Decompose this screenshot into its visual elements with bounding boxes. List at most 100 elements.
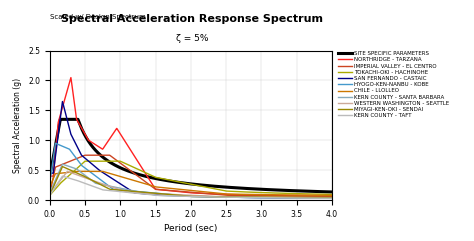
SITE SPECIFIC PARAMETERS (261, 188, 267, 191)
TOKACHI-OKI - HACHINOHE (211, 187, 217, 190)
Line: SITE SPECIFIC PARAMETERS: SITE SPECIFIC PARAMETERS (50, 119, 332, 192)
NORTHRIDGE - TARZANA (290, 194, 296, 197)
TOKACHI-OKI - HACHINOHE (290, 192, 296, 195)
Line: KERN COUNTY - SANTA BARBARA: KERN COUNTY - SANTA BARBARA (50, 164, 332, 198)
WESTERN WASHINGTON - SEATTLE (211, 195, 217, 198)
KERN COUNTY - SANTA BARBARA (211, 195, 217, 198)
IMPERIAL VALLEY - EL CENTRO (211, 193, 217, 196)
MIYAGI-KEN-OKI - SENDAI (290, 196, 296, 199)
WESTERN WASHINGTON - SEATTLE (47, 192, 53, 194)
MIYAGI-KEN-OKI - SENDAI (219, 195, 224, 198)
SAN FERNANDO - CASTAIC (261, 196, 267, 199)
IMPERIAL VALLEY - EL CENTRO (47, 189, 53, 192)
SAN FERNANDO - CASTAIC (290, 197, 296, 200)
SAN FERNANDO - CASTAIC (219, 195, 224, 198)
NORTHRIDGE - TARZANA (219, 193, 224, 196)
Line: MIYAGI-KEN-OKI - SENDAI: MIYAGI-KEN-OKI - SENDAI (50, 167, 332, 197)
NORTHRIDGE - TARZANA (47, 175, 53, 178)
HYOGO-KEN-NANBU - KOBE (219, 196, 224, 199)
Line: IMPERIAL VALLEY - EL CENTRO: IMPERIAL VALLEY - EL CENTRO (50, 155, 332, 196)
HYOGO-KEN-NANBU - KOBE (211, 195, 217, 198)
Text: ζ = 5%: ζ = 5% (176, 34, 208, 43)
IMPERIAL VALLEY - EL CENTRO (82, 154, 88, 157)
MIYAGI-KEN-OKI - SENDAI (329, 196, 335, 199)
Line: CHILE - LLOLLEO: CHILE - LLOLLEO (50, 171, 332, 195)
KERN COUNTY - TAFT (290, 196, 296, 199)
KERN COUNTY - TAFT (329, 197, 335, 200)
NORTHRIDGE - TARZANA (227, 193, 233, 196)
Line: TOKACHI-OKI - HACHINOHE: TOKACHI-OKI - HACHINOHE (50, 161, 332, 194)
CHILE - LLOLLEO (261, 193, 267, 196)
IMPERIAL VALLEY - EL CENTRO (290, 194, 296, 197)
CHILE - LLOLLEO (329, 194, 335, 197)
KERN COUNTY - SANTA BARBARA (227, 196, 233, 199)
TOKACHI-OKI - HACHINOHE (227, 190, 233, 193)
Line: WESTERN WASHINGTON - SEATTLE: WESTERN WASHINGTON - SEATTLE (50, 171, 332, 198)
SITE SPECIFIC PARAMETERS (329, 191, 335, 194)
Y-axis label: Spectral Acceleration (g): Spectral Acceleration (g) (13, 78, 22, 173)
NORTHRIDGE - TARZANA (261, 194, 267, 197)
IMPERIAL VALLEY - EL CENTRO (65, 161, 71, 164)
HYOGO-KEN-NANBU - KOBE (53, 142, 58, 145)
SAN FERNANDO - CASTAIC (211, 195, 217, 198)
MIYAGI-KEN-OKI - SENDAI (65, 167, 71, 170)
WESTERN WASHINGTON - SEATTLE (261, 196, 267, 199)
TOKACHI-OKI - HACHINOHE (47, 193, 53, 196)
SITE SPECIFIC PARAMETERS (211, 185, 217, 188)
KERN COUNTY - SANTA BARBARA (65, 165, 71, 167)
IMPERIAL VALLEY - EL CENTRO (261, 194, 267, 197)
TOKACHI-OKI - HACHINOHE (82, 160, 88, 163)
KERN COUNTY - SANTA BARBARA (261, 196, 267, 199)
SAN FERNANDO - CASTAIC (47, 172, 53, 174)
MIYAGI-KEN-OKI - SENDAI (211, 195, 217, 198)
HYOGO-KEN-NANBU - KOBE (261, 196, 267, 199)
KERN COUNTY - TAFT (219, 196, 224, 199)
X-axis label: Period (sec): Period (sec) (164, 224, 218, 233)
Text: Scaled w/ Design Spectrum: Scaled w/ Design Spectrum (50, 14, 146, 20)
KERN COUNTY - TAFT (227, 196, 233, 199)
SITE SPECIFIC PARAMETERS (47, 171, 53, 174)
KERN COUNTY - SANTA BARBARA (329, 197, 335, 200)
CHILE - LLOLLEO (65, 171, 71, 174)
KERN COUNTY - TAFT (261, 196, 267, 199)
HYOGO-KEN-NANBU - KOBE (290, 196, 296, 199)
SAN FERNANDO - CASTAIC (227, 196, 233, 199)
IMPERIAL VALLEY - EL CENTRO (219, 194, 224, 196)
NORTHRIDGE - TARZANA (68, 76, 74, 79)
Line: HYOGO-KEN-NANBU - KOBE: HYOGO-KEN-NANBU - KOBE (50, 143, 332, 198)
SITE SPECIFIC PARAMETERS (65, 118, 71, 121)
Line: SAN FERNANDO - CASTAIC: SAN FERNANDO - CASTAIC (50, 101, 332, 198)
SITE SPECIFIC PARAMETERS (290, 189, 296, 192)
SAN FERNANDO - CASTAIC (65, 122, 71, 125)
CHILE - LLOLLEO (47, 184, 53, 187)
KERN COUNTY - SANTA BARBARA (60, 163, 65, 166)
CHILE - LLOLLEO (290, 194, 296, 196)
KERN COUNTY - SANTA BARBARA (219, 196, 224, 199)
WESTERN WASHINGTON - SEATTLE (65, 170, 71, 173)
TOKACHI-OKI - HACHINOHE (329, 193, 335, 196)
SAN FERNANDO - CASTAIC (329, 197, 335, 200)
SITE SPECIFIC PARAMETERS (219, 185, 224, 188)
Line: KERN COUNTY - TAFT: KERN COUNTY - TAFT (50, 176, 332, 198)
NORTHRIDGE - TARZANA (65, 87, 71, 90)
CHILE - LLOLLEO (219, 192, 224, 195)
MIYAGI-KEN-OKI - SENDAI (60, 165, 65, 168)
HYOGO-KEN-NANBU - KOBE (47, 177, 53, 180)
SAN FERNANDO - CASTAIC (60, 100, 65, 103)
CHILE - LLOLLEO (75, 170, 81, 173)
KERN COUNTY - SANTA BARBARA (47, 190, 53, 193)
WESTERN WASHINGTON - SEATTLE (227, 196, 233, 199)
IMPERIAL VALLEY - EL CENTRO (227, 194, 233, 197)
CHILE - LLOLLEO (211, 191, 217, 194)
SITE SPECIFIC PARAMETERS (227, 186, 233, 189)
Legend: SITE SPECIFIC PARAMETERS, NORTHRIDGE - TARZANA, IMPERIAL VALLEY - EL CENTRO, TOK: SITE SPECIFIC PARAMETERS, NORTHRIDGE - T… (337, 51, 450, 119)
Line: NORTHRIDGE - TARZANA: NORTHRIDGE - TARZANA (50, 78, 332, 196)
NORTHRIDGE - TARZANA (211, 192, 217, 195)
MIYAGI-KEN-OKI - SENDAI (261, 196, 267, 199)
MIYAGI-KEN-OKI - SENDAI (47, 192, 53, 195)
HYOGO-KEN-NANBU - KOBE (227, 196, 233, 199)
MIYAGI-KEN-OKI - SENDAI (227, 195, 233, 198)
SITE SPECIFIC PARAMETERS (58, 118, 64, 121)
HYOGO-KEN-NANBU - KOBE (65, 147, 71, 150)
KERN COUNTY - TAFT (60, 175, 65, 178)
